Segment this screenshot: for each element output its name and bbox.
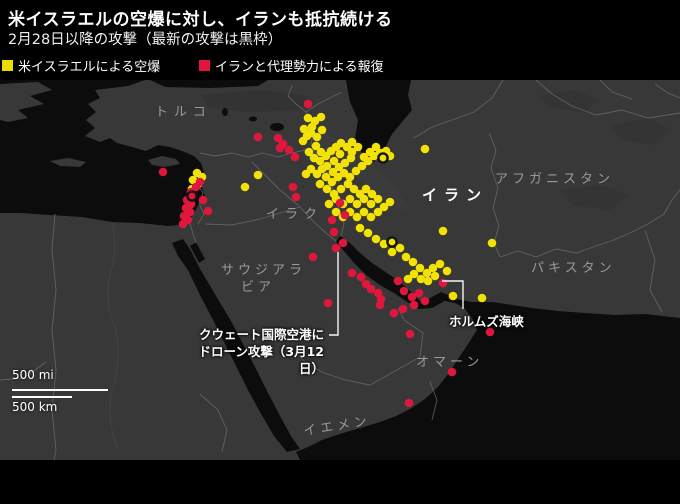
- country-label-saudi-line1: サウジアラ: [221, 263, 307, 278]
- leader-line-kuwait: [329, 252, 339, 336]
- attack-points-layer: [158, 99, 497, 408]
- annotation-line: 日）: [298, 361, 324, 376]
- annotation-line: ドローン攻撃（3月12: [198, 344, 324, 359]
- legend-label: イランと代理勢力による報復: [215, 60, 384, 75]
- legend-label: 米イスラエルによる空爆: [18, 60, 161, 75]
- page-title: 米イスラエルの空爆に対し、イランも抵抗続ける: [8, 10, 393, 30]
- middle-east-map[interactable]: トルコ イラク イラン アフガニスタン パキスタン サウジアラ ビア オマーン …: [0, 80, 680, 504]
- attack-dots: [158, 99, 497, 408]
- header: 米イスラエルの空爆に対し、イランも抵抗続ける 2月28日以降の攻撃（最新の攻撃は…: [0, 0, 680, 80]
- airstrike-swatch-icon: [2, 60, 13, 71]
- scale-km-label: 500 km: [12, 400, 58, 414]
- country-label-afghanistan: アフガニスタン: [495, 172, 615, 187]
- country-label-pakistan: パキスタン: [531, 261, 616, 276]
- retaliation-swatch-icon: [199, 60, 210, 71]
- legend-item-airstrikes: 米イスラエルによる空爆: [2, 56, 160, 75]
- annotation-line: クウェート国際空港に: [198, 327, 324, 342]
- leader-line-hormuz: [442, 280, 464, 309]
- scale-miles-label: 500 mi: [12, 368, 54, 382]
- country-label-iraq: イラク: [266, 207, 324, 222]
- country-label-iran: イラン: [422, 186, 489, 204]
- annotation-strait-of-hormuz: ホルムズ海峡: [449, 314, 524, 329]
- footer: 出典：戦争研究所（ISW）、アメリカン・エンタープライズ研究所（AEI）Crit…: [0, 460, 680, 504]
- scale-miles-bar: [12, 389, 108, 391]
- page-subtitle: 2月28日以降の攻撃（最新の攻撃は黒枠）: [8, 32, 283, 48]
- country-label-oman: オマーン: [416, 355, 484, 370]
- country-label-saudi-line2: ビア: [241, 280, 276, 295]
- scale-km-bar: [12, 396, 72, 398]
- legend-item-retaliation: イランと代理勢力による報復: [199, 56, 384, 75]
- annotation-kuwait-drone-attack: クウェート国際空港に ドローン攻撃（3月12 日）: [199, 326, 324, 377]
- country-label-turkey: トルコ: [155, 105, 212, 120]
